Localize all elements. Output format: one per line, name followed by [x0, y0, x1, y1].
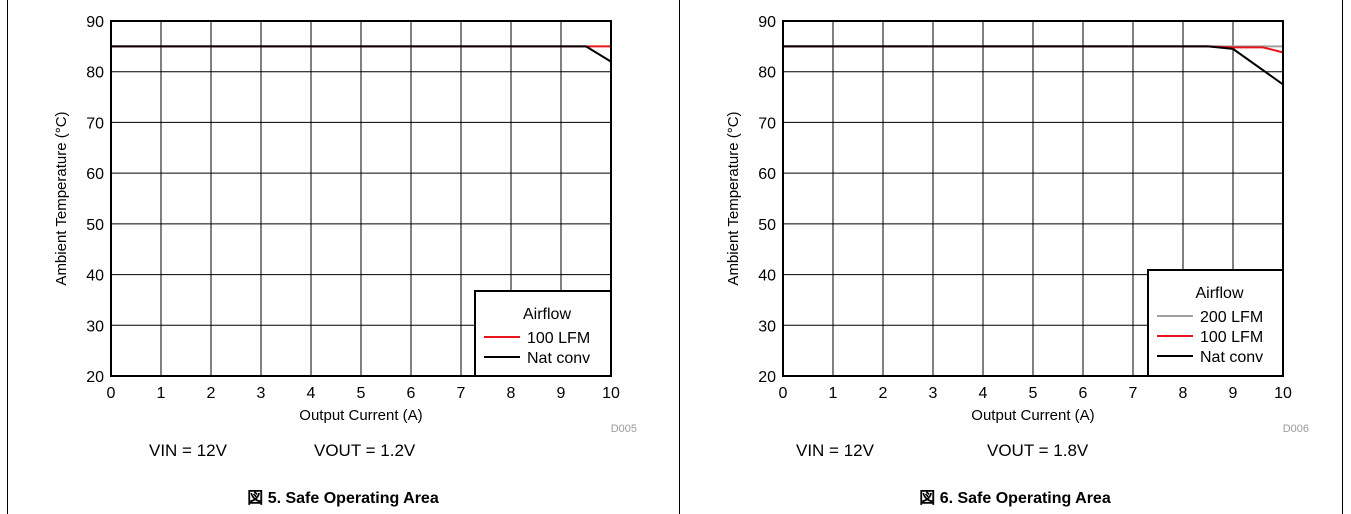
y-axis-label: Ambient Temperature (°C): [725, 111, 742, 285]
legend-entry: 200 LFM: [1200, 309, 1263, 326]
y-axis-label: Ambient Temperature (°C): [53, 111, 70, 285]
y-tick-label: 70: [86, 115, 104, 132]
legend-entry: Nat conv: [527, 350, 590, 367]
x-tick-label: 2: [207, 385, 216, 402]
x-axis-label: Output Current (A): [971, 407, 1094, 424]
x-tick-label: 8: [1179, 385, 1188, 402]
x-tick-label: 3: [929, 385, 938, 402]
x-tick-label: 0: [107, 385, 116, 402]
x-tick-label: 3: [257, 385, 266, 402]
y-tick-label: 40: [86, 268, 104, 285]
legend-box: [474, 290, 612, 377]
legend: Airflow 200 LFM 100 LFM Nat conv: [1147, 269, 1284, 377]
y-tick-label: 90: [86, 14, 104, 31]
figure-caption: 図 5. Safe Operating Area: [247, 489, 439, 507]
x-tick-label: 6: [407, 385, 416, 402]
y-tick-label: 60: [758, 166, 776, 183]
chart-2: 0 1 2 3 4 5 6 7 8 9 10 20 30 40 50 60 70 80 90 Output Curre…: [725, 14, 1309, 507]
y-tick-label: 20: [86, 369, 104, 386]
y-tick-label: 70: [758, 115, 776, 132]
x-axis-label: Output Current (A): [299, 407, 422, 424]
legend-title: Airflow: [523, 306, 571, 323]
y-tick-label: 80: [86, 65, 104, 82]
y-tick-label: 80: [758, 65, 776, 82]
legend-entry: Nat conv: [1200, 349, 1263, 366]
right-border: [1342, 0, 1343, 514]
x-tick-label: 0: [779, 385, 788, 402]
y-tick-label: 90: [758, 14, 776, 31]
vout-condition: VOUT = 1.2V: [314, 441, 416, 460]
x-tick-label: 8: [507, 385, 516, 402]
x-tick-label: 10: [602, 385, 620, 402]
figure-caption: 図 6. Safe Operating Area: [919, 489, 1111, 507]
y-tick-label: 50: [86, 217, 104, 234]
y-tick-label: 50: [758, 217, 776, 234]
vin-condition: VIN = 12V: [796, 441, 875, 460]
plot-border: [782, 20, 1284, 377]
legend-entry: 100 LFM: [527, 330, 590, 347]
figure-code: D006: [1283, 423, 1309, 435]
chart-1: 0 1 2 3 4 5 6 7 8 9 10 20 30 40 50 60 70 80 90 Output Curre…: [53, 14, 637, 507]
series-line-nat-conv: [783, 45, 1284, 86]
left-border: [7, 0, 8, 514]
x-tick-label: 10: [1274, 385, 1292, 402]
x-tick-label: 4: [307, 385, 316, 402]
x-tick-label: 9: [1229, 385, 1238, 402]
x-tick-label: 5: [357, 385, 366, 402]
x-tick-label: 7: [457, 385, 466, 402]
x-tick-label: 2: [879, 385, 888, 402]
legend-entry: 100 LFM: [1200, 329, 1263, 346]
y-tick-label: 30: [758, 318, 776, 335]
x-tick-label: 1: [157, 385, 166, 402]
x-tick-label: 9: [557, 385, 566, 402]
legend-title: Airflow: [1195, 285, 1243, 302]
y-tick-label: 60: [86, 166, 104, 183]
series-line-nat-conv: [111, 45, 612, 63]
x-tick-label: 6: [1079, 385, 1088, 402]
x-tick-label: 4: [979, 385, 988, 402]
y-tick-label: 20: [758, 369, 776, 386]
vout-condition: VOUT = 1.8V: [987, 441, 1089, 460]
legend-box: [1147, 269, 1284, 377]
legend: Airflow 100 LFM Nat conv: [474, 290, 612, 377]
vin-condition: VIN = 12V: [149, 441, 228, 460]
x-tick-label: 1: [829, 385, 838, 402]
x-tick-label: 5: [1029, 385, 1038, 402]
x-tick-label: 7: [1129, 385, 1138, 402]
figure-code: D005: [611, 423, 637, 435]
y-tick-label: 40: [758, 268, 776, 285]
plot-border: [110, 20, 612, 377]
y-tick-label: 30: [86, 318, 104, 335]
center-divider: [679, 0, 680, 514]
